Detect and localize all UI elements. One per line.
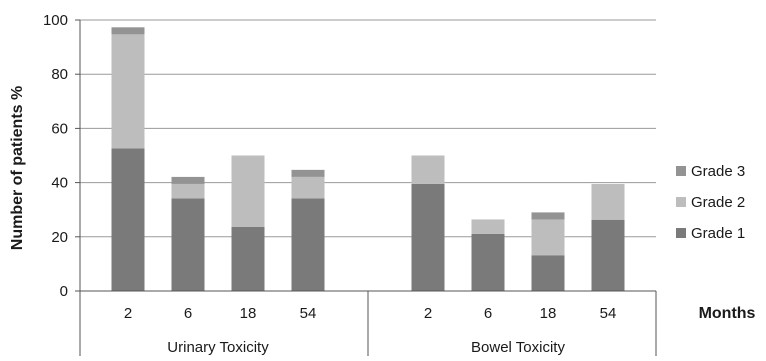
legend: Grade 3 Grade 2 Grade 1	[676, 163, 745, 242]
bar-grade-1	[111, 148, 145, 291]
bar-grade-2	[171, 183, 205, 199]
bar-grade-2	[231, 155, 265, 227]
tick-labels: 0 20 40 60 80 100 2 6 18 54 Urinary Toxicity 2 6 18 54…	[43, 12, 616, 356]
x-tick-label: 54	[300, 305, 317, 322]
x-tick-label: 6	[484, 305, 492, 322]
bar-grade-2	[531, 219, 565, 256]
legend-label: Grade 2	[691, 194, 745, 211]
y-tick-label: 100	[43, 12, 68, 29]
y-tick-label: 0	[60, 283, 68, 300]
x-tick-label: 6	[184, 305, 192, 322]
legend-swatch	[676, 197, 686, 207]
x-tick-label: 2	[424, 305, 432, 322]
y-tick-label: 80	[51, 66, 68, 83]
bar-grade-2	[291, 176, 325, 199]
x-tick-label: 54	[600, 305, 617, 322]
bar-grade-1	[171, 198, 205, 291]
x-axis-label: Months	[699, 305, 756, 322]
bar-grade-1	[411, 183, 445, 291]
bar-grade-1	[231, 226, 265, 291]
bar-grade-1	[591, 219, 625, 291]
legend-swatch	[676, 228, 686, 238]
legend-label: Grade 1	[691, 225, 745, 242]
x-tick-label: 18	[240, 305, 257, 322]
bar-grade-1	[531, 255, 565, 291]
bars	[111, 27, 625, 291]
group-label: Bowel Toxicity	[471, 339, 565, 356]
bar-grade-2	[591, 183, 625, 220]
bar-grade-3	[291, 169, 325, 177]
x-tick-label: 18	[540, 305, 557, 322]
bar-grade-1	[291, 198, 325, 291]
y-tick-label: 20	[51, 229, 68, 246]
y-axis-label: Number of patients %	[9, 86, 26, 250]
gridlines	[80, 19, 656, 238]
bar-grade-3	[531, 212, 565, 220]
bar-grade-2	[411, 155, 445, 184]
x-tick-label: 2	[124, 305, 132, 322]
legend-swatch	[676, 166, 686, 176]
y-tick-label: 60	[51, 120, 68, 137]
group-label: Urinary Toxicity	[167, 339, 269, 356]
y-tick-label: 40	[51, 175, 68, 192]
bar-grade-3	[111, 27, 145, 35]
bar-grade-2	[111, 34, 145, 149]
bar-grade-1	[471, 233, 505, 291]
legend-label: Grade 3	[691, 163, 745, 180]
axes	[75, 19, 657, 356]
bar-grade-2	[471, 219, 505, 234]
bar-grade-3	[171, 176, 205, 184]
